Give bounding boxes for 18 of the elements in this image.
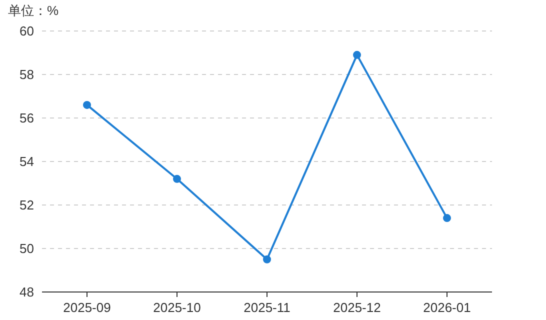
x-tick-label: 2026-01 — [423, 300, 471, 315]
point — [353, 50, 361, 59]
y-tick-label: 58 — [20, 67, 34, 82]
y-tick-label: 50 — [20, 241, 34, 256]
y-tick-label: 52 — [20, 198, 34, 212]
x-tick-label: 2025-12 — [333, 300, 381, 315]
point — [443, 214, 451, 222]
y-axis-title: 单位：% — [8, 3, 59, 18]
y-tick-label: 48 — [20, 284, 34, 300]
y-tick-label: 56 — [20, 110, 34, 126]
point — [173, 174, 181, 183]
x-tick-label: 2025-09 — [63, 300, 111, 315]
x-tick-label: 2025-10 — [153, 300, 201, 315]
point — [263, 255, 271, 264]
point — [83, 100, 91, 109]
x-tick-label: 2025-11 — [244, 300, 290, 315]
y-tick-label: 54 — [20, 154, 34, 169]
y-tick-label: 60 — [20, 24, 34, 38]
